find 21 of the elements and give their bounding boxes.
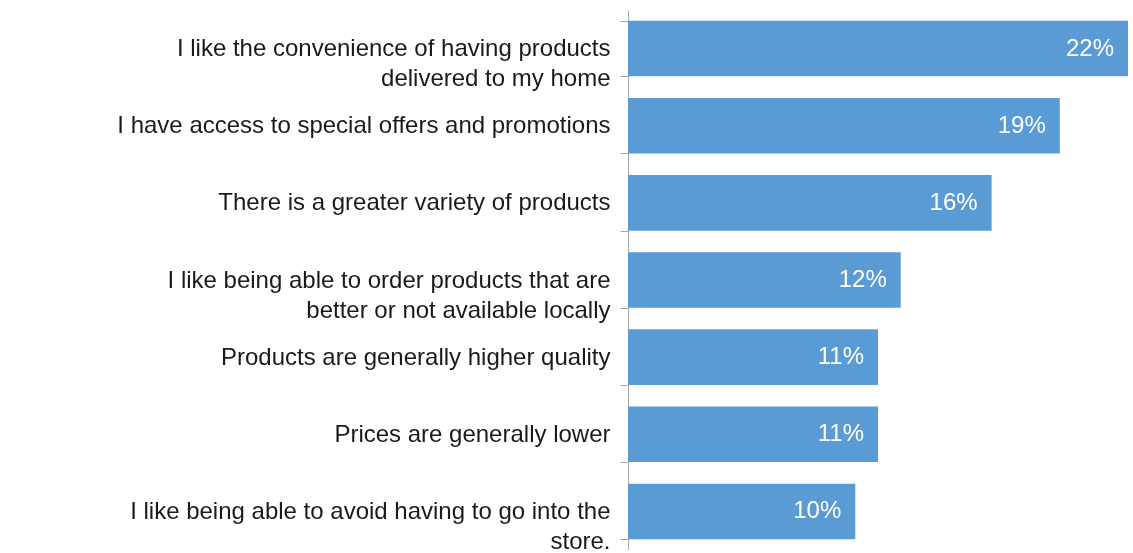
bar [628, 406, 878, 463]
data-label: 12% [838, 265, 887, 292]
y-tick-label: Products are generally higher quality [220, 342, 611, 370]
data-label: 19% [997, 110, 1046, 138]
data-label: 10% [793, 496, 842, 524]
bar [628, 252, 901, 308]
data-label: 22% [1065, 33, 1114, 61]
y-tick-label: I have access to special offers and promotions [117, 111, 611, 139]
y-tick-label: I like being able to avoid having to go into the store. [130, 496, 611, 553]
bar [628, 483, 856, 540]
y-tick-label: Prices are generally lower [334, 419, 611, 447]
bar [628, 329, 878, 385]
bar [628, 97, 1060, 154]
y-tick-label: There is a greater variety of products [218, 188, 611, 216]
data-label: 16% [929, 187, 978, 215]
data-label: 11% [817, 419, 864, 447]
y-tick-label: I like being able to order products that are better or not available locally [167, 265, 611, 323]
data-label: 11% [817, 342, 864, 370]
bar [628, 20, 1128, 77]
bar [628, 175, 992, 231]
y-tick-label: I like the convenience of having products delivered to my home [176, 34, 611, 92]
